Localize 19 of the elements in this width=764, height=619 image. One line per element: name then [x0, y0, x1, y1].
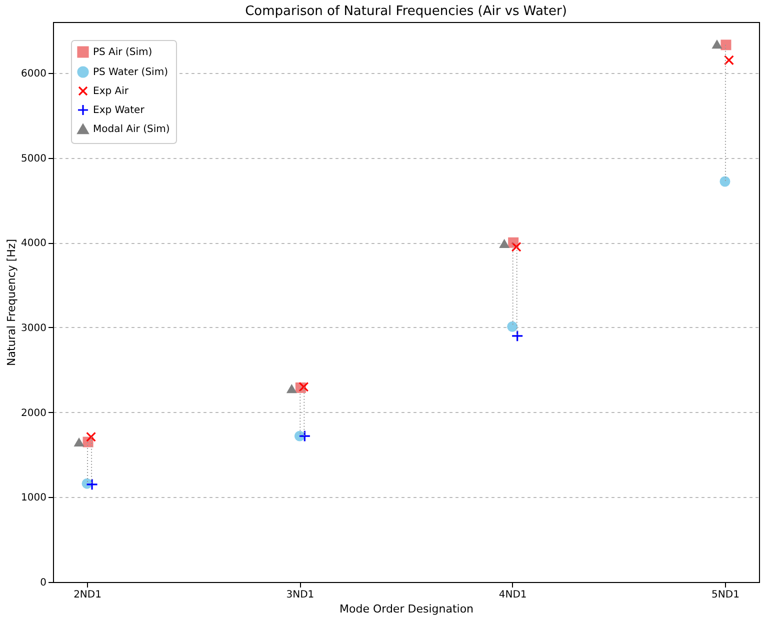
legend-label: Modal Air (Sim) [93, 124, 170, 135]
x-axis-title: Mode Order Designation [339, 602, 474, 616]
legend-label: PS Water (Sim) [93, 67, 168, 78]
y-tick-label: 1000 [21, 492, 46, 504]
legend-label: Exp Water [93, 105, 146, 116]
y-tick-label: 6000 [21, 68, 46, 80]
x-tick-label: 2ND1 [74, 590, 102, 600]
y-tick-label: 4000 [21, 238, 46, 250]
legend-label: PS Air (Sim) [93, 47, 152, 58]
chart-title: Comparison of Natural Frequencies (Air vs Water) [245, 4, 567, 19]
y-tick-label: 5000 [21, 153, 46, 164]
x-tick-label: 3ND1 [286, 590, 314, 600]
legend-label: Exp Air [93, 86, 130, 97]
y-tick-label: 0 [40, 578, 46, 588]
y-axis-title: Natural Frequency [Hz] [5, 238, 18, 366]
x-tick-label: 5ND1 [712, 590, 740, 600]
x-tick-label: 4ND1 [498, 590, 527, 600]
y-tick-label: 3000 [21, 322, 46, 334]
y-tick-label: 2000 [21, 408, 46, 419]
